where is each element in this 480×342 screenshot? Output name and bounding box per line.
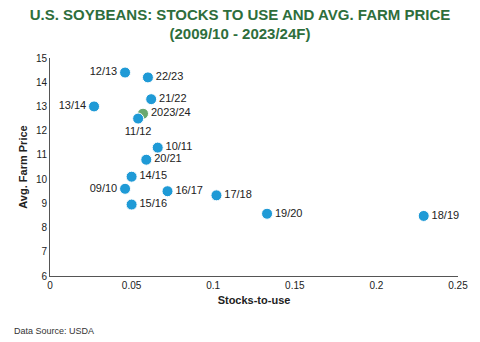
svg-text:9: 9	[41, 198, 47, 209]
svg-text:20/21: 20/21	[154, 152, 182, 164]
svg-text:21/22: 21/22	[159, 92, 187, 104]
svg-text:10: 10	[36, 174, 48, 185]
svg-text:0.15: 0.15	[285, 280, 305, 291]
svg-text:13: 13	[36, 101, 48, 112]
svg-text:8: 8	[41, 222, 47, 233]
svg-text:0.05: 0.05	[122, 280, 142, 291]
svg-text:17/18: 17/18	[224, 188, 252, 200]
svg-text:22/23: 22/23	[156, 70, 184, 82]
svg-text:0.1: 0.1	[206, 280, 220, 291]
svg-text:11/12: 11/12	[125, 125, 152, 137]
svg-text:7: 7	[41, 246, 47, 257]
svg-text:Data Source: USDA: Data Source: USDA	[14, 326, 94, 336]
svg-text:16/17: 16/17	[175, 184, 203, 196]
svg-text:0: 0	[47, 280, 53, 291]
svg-text:10/11: 10/11	[166, 140, 193, 152]
svg-text:Stocks-to-use: Stocks-to-use	[218, 294, 291, 306]
svg-text:14/15: 14/15	[139, 169, 167, 181]
svg-text:13/14: 13/14	[59, 99, 87, 111]
svg-text:15: 15	[36, 53, 48, 64]
svg-text:0.25: 0.25	[448, 280, 468, 291]
svg-text:12: 12	[36, 125, 48, 136]
svg-text:18/19: 18/19	[432, 209, 460, 221]
svg-text:Avg. Farm Price: Avg. Farm Price	[17, 125, 29, 208]
svg-text:11: 11	[37, 149, 48, 160]
svg-text:U.S. SOYBEANS: STOCKS TO USE A: U.S. SOYBEANS: STOCKS TO USE AND AVG. FA…	[30, 6, 451, 43]
svg-text:0.2: 0.2	[369, 280, 383, 291]
svg-text:15/16: 15/16	[139, 197, 167, 209]
svg-text:6: 6	[41, 271, 47, 282]
svg-text:19/20: 19/20	[275, 207, 303, 219]
svg-text:12/13: 12/13	[90, 65, 118, 77]
svg-text:14: 14	[36, 77, 48, 88]
svg-text:2023/24: 2023/24	[151, 106, 191, 118]
svg-text:09/10: 09/10	[90, 182, 118, 194]
